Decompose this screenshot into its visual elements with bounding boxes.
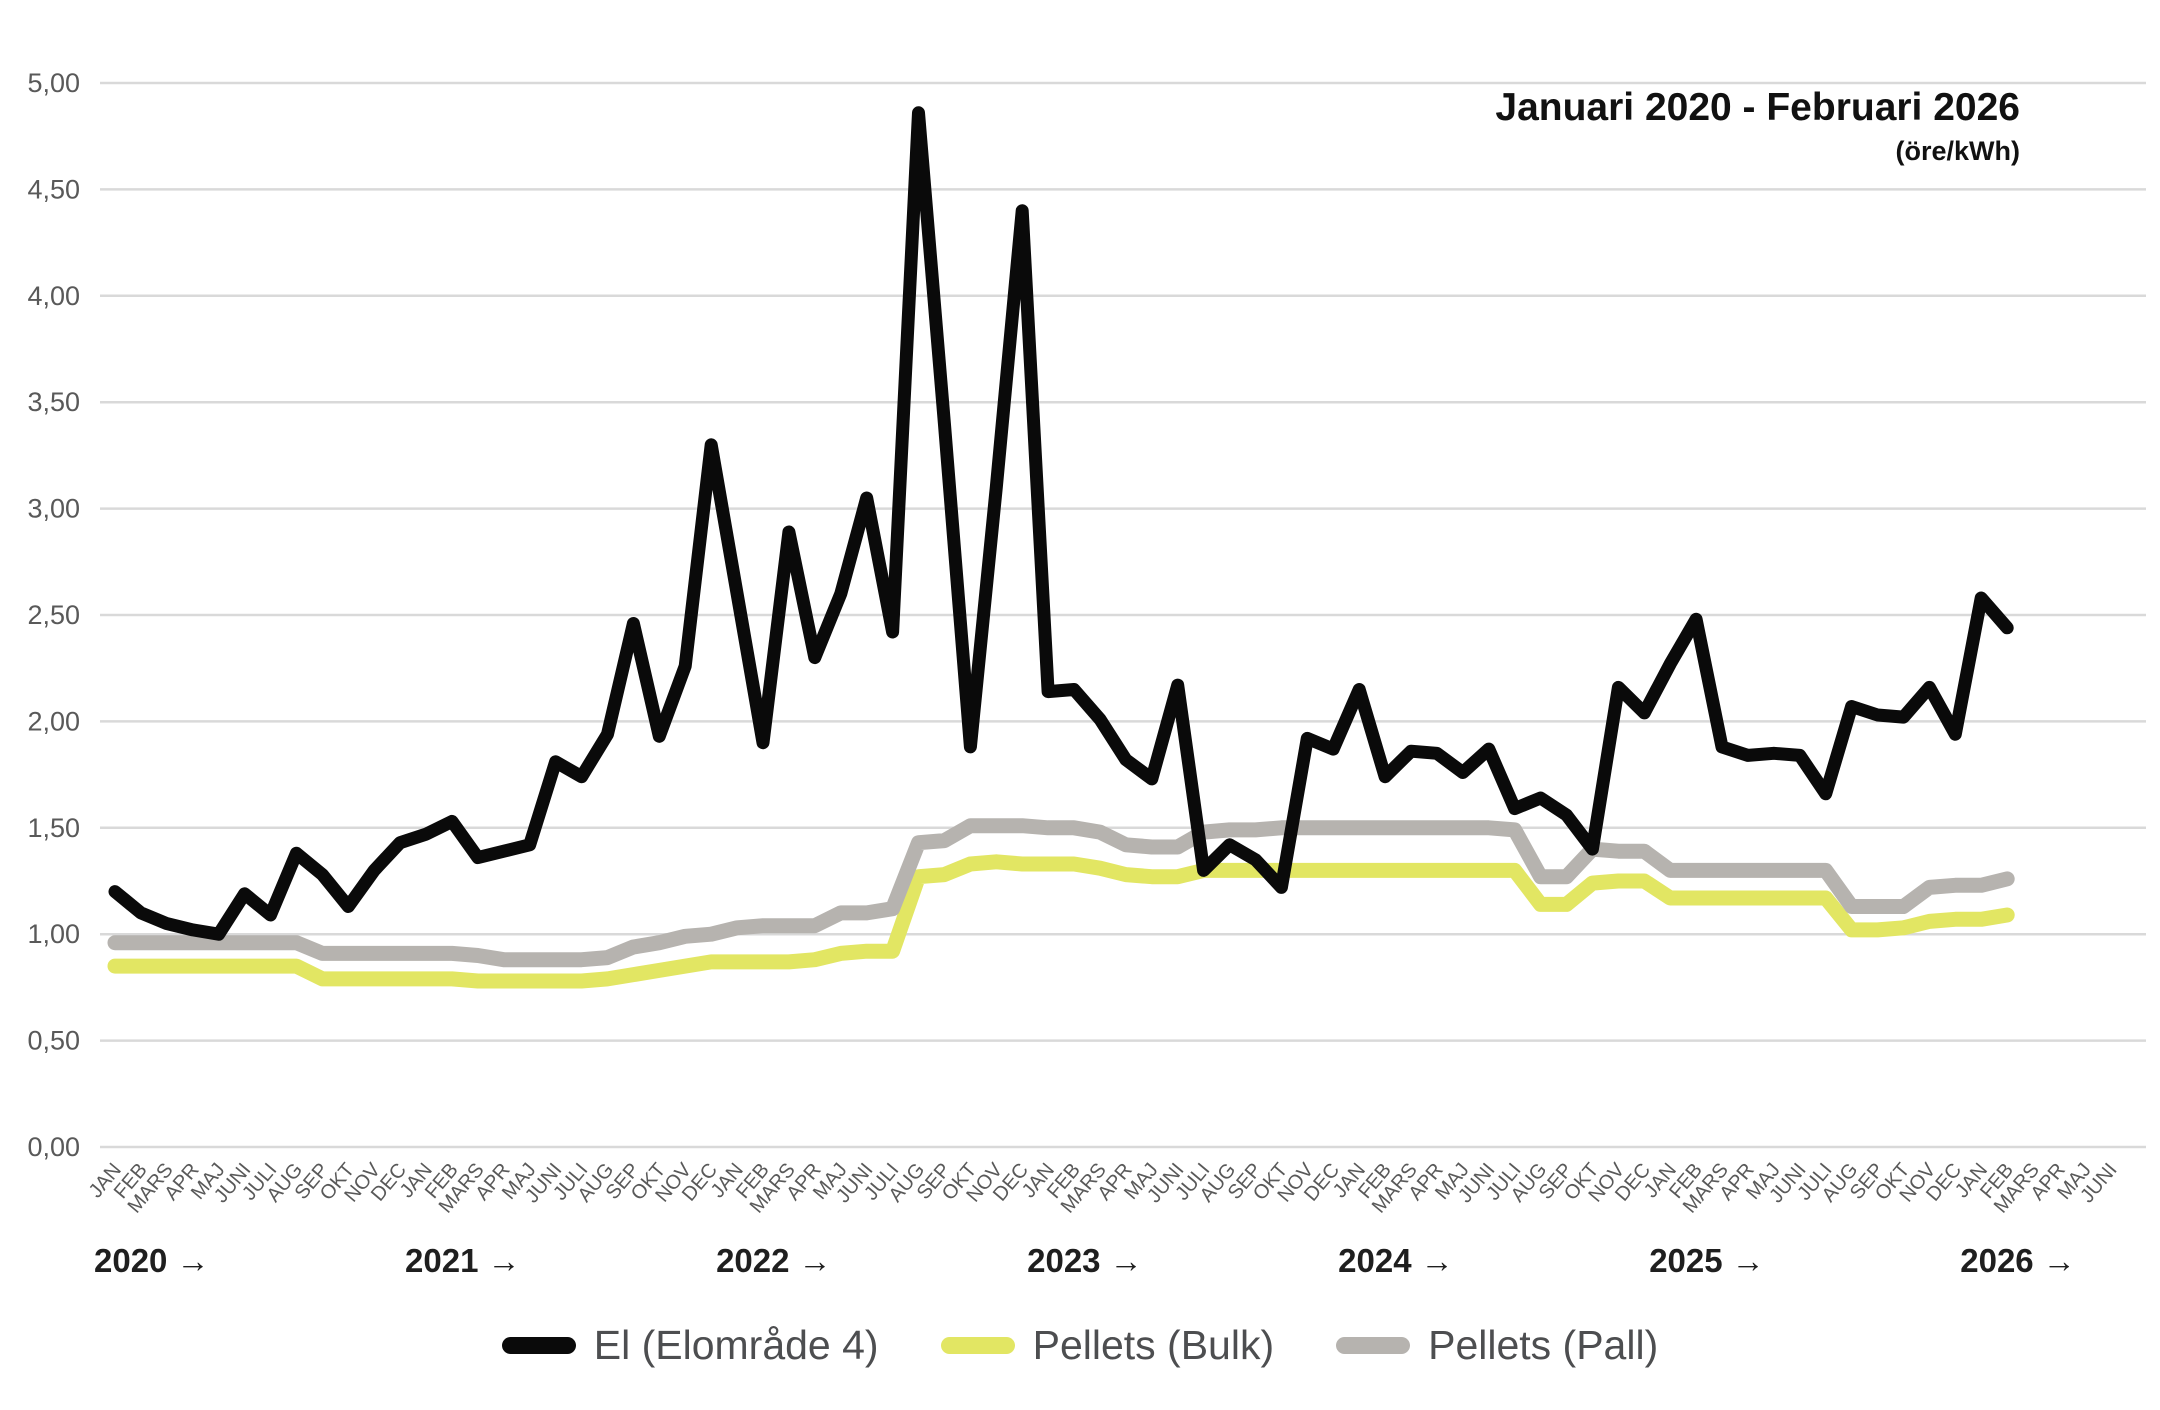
y-axis-tick-label: 1,00: [27, 919, 80, 949]
legend-item-el-elomr-de-4-: El (Elområde 4): [501, 1322, 879, 1369]
legend-swatch-icon: [501, 1337, 576, 1354]
y-axis-tick-label: 3,50: [27, 387, 80, 417]
legend-swatch-icon: [940, 1337, 1015, 1354]
series-line-pellets-pall-: [107, 818, 2015, 968]
legend-item-pellets-bulk-: Pellets (Bulk): [940, 1322, 1275, 1369]
y-axis-tick-label: 1,50: [27, 813, 80, 843]
x-axis-year-label: 2025 →: [1649, 1242, 1765, 1279]
chart-subtitle: (öre/kWh): [1895, 136, 2021, 166]
y-axis-tick-label: 2,50: [27, 600, 80, 630]
legend-swatch-icon: [1336, 1337, 1411, 1354]
legend-label: Pellets (Pall): [1428, 1322, 1659, 1368]
x-axis-year-label: 2024 →: [1338, 1242, 1454, 1279]
y-axis-tick-label: 3,00: [27, 494, 80, 524]
y-axis-tick-label: 4,00: [27, 281, 80, 311]
y-axis-tick-label: 0,00: [27, 1132, 80, 1162]
legend-label: Pellets (Bulk): [1032, 1322, 1275, 1368]
series-line-pellets-bulk-: [107, 854, 2015, 989]
y-axis-tick-label: 2,00: [27, 706, 80, 736]
chart-title: Januari 2020 - Februari 2026: [1495, 86, 2020, 129]
x-axis-year-label: 2020 →: [94, 1242, 210, 1279]
x-axis-year-label: 2022 →: [716, 1242, 832, 1279]
x-axis-year-label: 2026 →: [1960, 1242, 2076, 1279]
y-axis-tick-label: 4,50: [27, 174, 80, 204]
y-axis-tick-label: 0,50: [27, 1026, 80, 1056]
series-line-el-elomr-de-4-: [108, 106, 2014, 941]
legend-item-pellets-pall-: Pellets (Pall): [1336, 1322, 1658, 1369]
x-axis-year-label: 2023 →: [1027, 1242, 1143, 1279]
legend-label: El (Elområde 4): [593, 1322, 879, 1368]
x-axis-year-label: 2021 →: [405, 1242, 521, 1279]
legend: El (Elområde 4) Pellets (Bulk) Pellets (Pa…: [0, 1322, 2160, 1369]
y-axis-tick-label: 5,00: [27, 68, 80, 98]
